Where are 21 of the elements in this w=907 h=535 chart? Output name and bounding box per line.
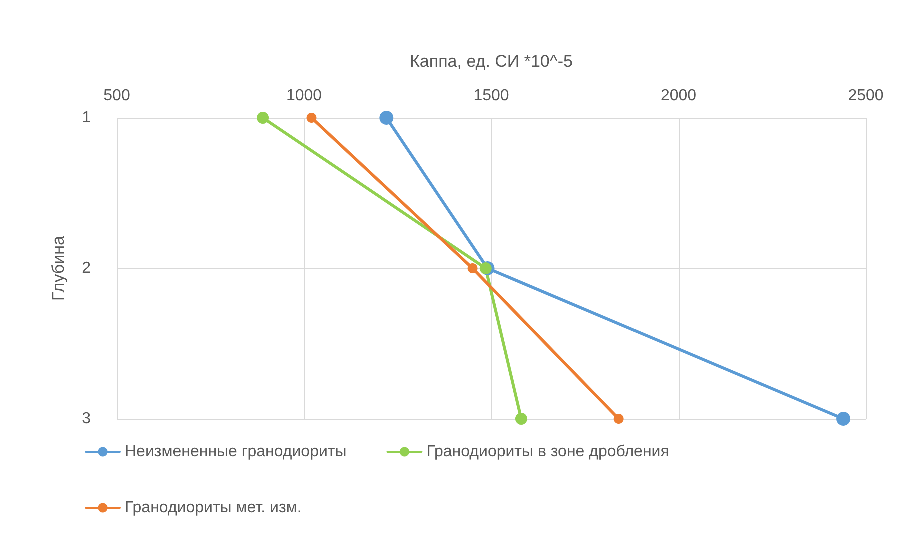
point: [257, 112, 270, 124]
point: [480, 262, 492, 274]
point: [515, 413, 528, 425]
point: [468, 264, 478, 274]
point: [306, 113, 317, 123]
point: [380, 111, 394, 125]
x-tick-label: 1500: [474, 88, 510, 104]
x-axis-title: Каппа, ед. СИ *10^-5: [410, 52, 573, 71]
x-tick-label: 500: [104, 88, 130, 104]
point: [836, 412, 851, 426]
legend-label: Гранодиориты мет. изм.: [125, 500, 302, 516]
y-tick-label: 3: [82, 410, 92, 428]
y-tick-label: 1: [82, 110, 92, 126]
y-axis-title: Глубина: [49, 235, 68, 301]
legend-label: Гранодиориты в зоне дробления: [426, 444, 670, 460]
x-tick-label: 1000: [286, 88, 322, 104]
legend-label: Неизмененные гранодиориты: [125, 444, 347, 460]
point: [614, 414, 624, 424]
x-tick-label: 2000: [660, 88, 697, 104]
y-tick-label: 2: [82, 260, 92, 277]
x-tick-label: 2500: [848, 88, 884, 104]
